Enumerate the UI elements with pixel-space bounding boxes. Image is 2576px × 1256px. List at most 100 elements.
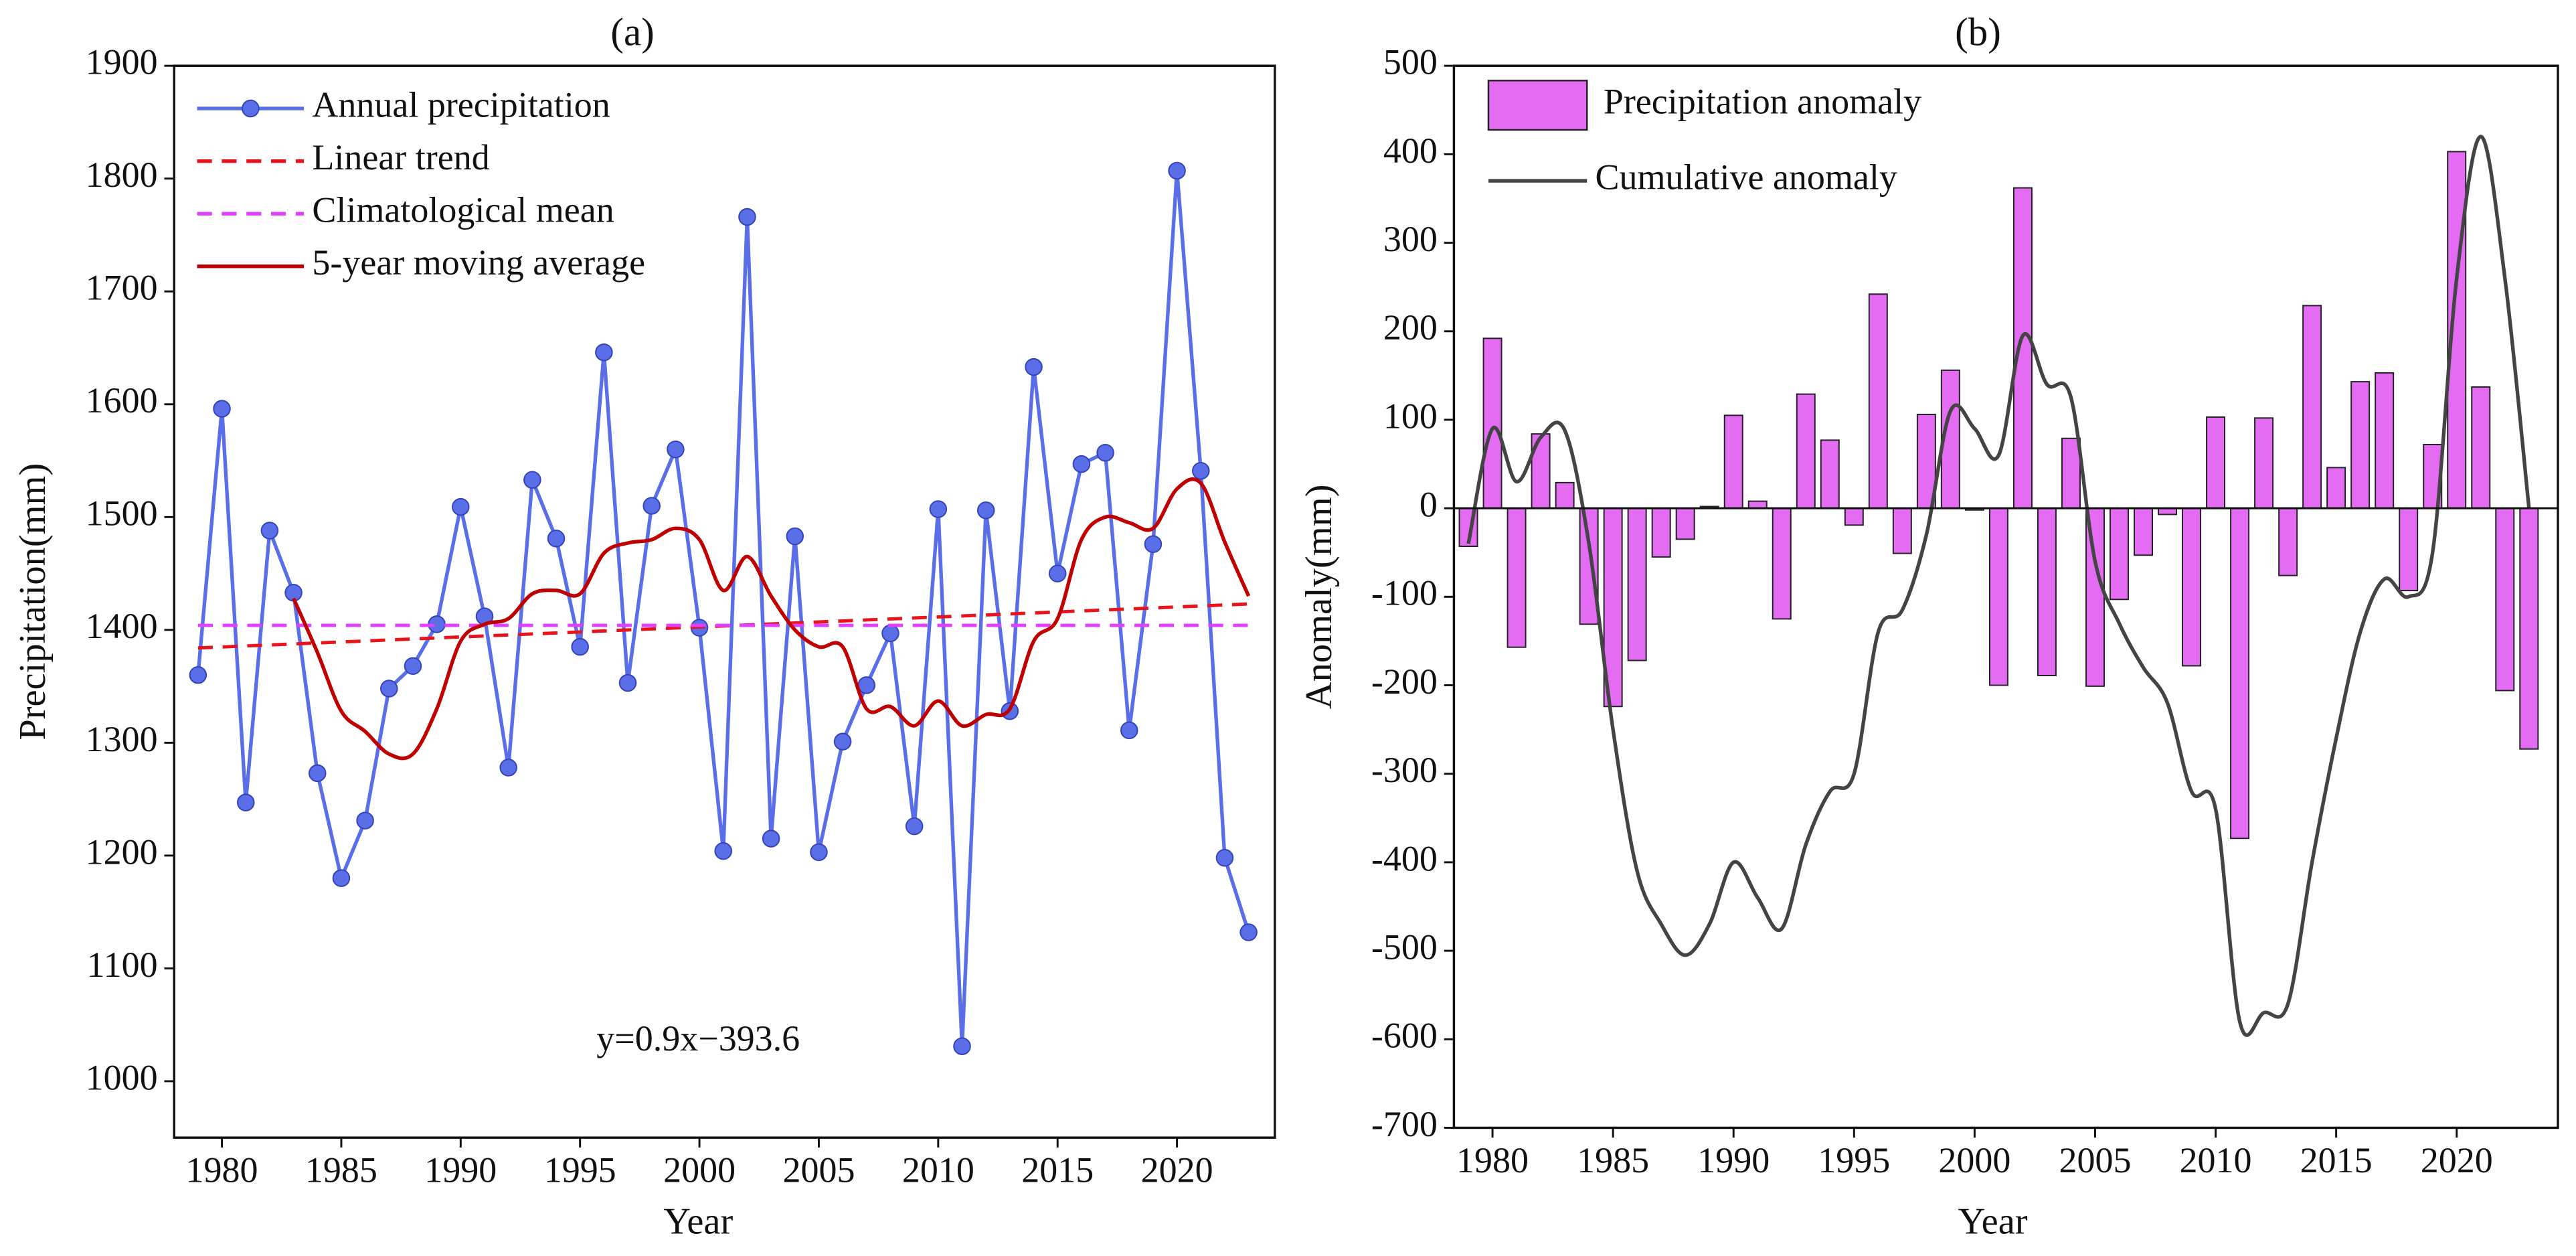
- bar: [1675, 507, 1695, 540]
- y-tick-label: 1400: [86, 606, 158, 646]
- x-tick-label: 2010: [2180, 1140, 2252, 1180]
- legend-label: Linear trend: [312, 137, 489, 177]
- legend-marker: [242, 99, 260, 118]
- bar: [2326, 467, 2346, 509]
- bar: [1579, 507, 1599, 625]
- marker: [714, 842, 733, 860]
- bar: [1723, 414, 1743, 509]
- x-tick-label: 2015: [1021, 1150, 1094, 1190]
- marker: [1192, 461, 1210, 480]
- bar: [1482, 337, 1502, 509]
- bar: [1796, 393, 1816, 509]
- x-tick-label: 1990: [424, 1150, 497, 1190]
- marker: [1168, 161, 1186, 180]
- marker: [1072, 455, 1091, 473]
- y-tick-label: -300: [1371, 750, 1438, 790]
- y-tick-label: -100: [1371, 573, 1438, 613]
- x-axis-label: Year: [1958, 1200, 2028, 1242]
- marker: [452, 497, 470, 516]
- bar: [2350, 381, 2371, 509]
- bar: [2278, 507, 2298, 576]
- marker: [571, 637, 589, 656]
- bar: [1772, 507, 1792, 620]
- marker: [810, 843, 828, 862]
- marker: [1239, 923, 1258, 941]
- bar: [2012, 187, 2033, 509]
- x-tick-label: 1995: [544, 1150, 616, 1190]
- y-tick-label: 1000: [86, 1057, 158, 1097]
- bar: [1627, 507, 1647, 661]
- panel-title: (b): [1955, 10, 2001, 54]
- line: [292, 477, 1251, 761]
- bar: [2206, 416, 2226, 509]
- x-tick-label: 1985: [1577, 1140, 1649, 1180]
- annotation: y=0.9x−393.6: [596, 1018, 800, 1058]
- marker: [1096, 443, 1114, 462]
- bar: [1555, 481, 1575, 509]
- marker: [260, 522, 279, 540]
- x-tick-label: 2005: [2059, 1140, 2131, 1180]
- y-tick-label: -600: [1371, 1016, 1438, 1056]
- y-tick-label: 1100: [87, 945, 158, 985]
- x-tick-label: 1995: [1818, 1140, 1890, 1180]
- marker: [667, 440, 685, 459]
- marker: [762, 830, 780, 848]
- marker: [738, 208, 756, 226]
- x-tick-label: 1980: [1456, 1140, 1529, 1180]
- bar: [2182, 507, 2202, 667]
- bar: [2495, 507, 2515, 692]
- line: [1466, 135, 2531, 1037]
- legend-label: Cumulative anomaly: [1596, 157, 1897, 197]
- bar: [2110, 507, 2129, 601]
- y-tick-label: 300: [1383, 219, 1438, 259]
- marker: [236, 793, 255, 811]
- marker: [976, 501, 995, 520]
- marker: [356, 811, 374, 830]
- x-tick-label: 2020: [1141, 1150, 1213, 1190]
- x-axis-label: Year: [663, 1200, 733, 1242]
- marker: [786, 527, 804, 546]
- y-tick-label: -700: [1371, 1104, 1438, 1144]
- bar: [2085, 507, 2105, 687]
- y-tick-label: 1500: [86, 493, 158, 534]
- y-tick-label: -500: [1371, 927, 1438, 967]
- y-tick-label: 100: [1383, 396, 1438, 436]
- bar: [2519, 507, 2539, 750]
- legend-swatch: [1487, 80, 1588, 131]
- bar: [1892, 507, 1912, 554]
- bar: [1868, 293, 1888, 509]
- y-tick-label: 500: [1383, 42, 1438, 82]
- x-tick-label: 2000: [1938, 1140, 2010, 1180]
- bar: [1531, 433, 1551, 509]
- marker: [1120, 721, 1138, 740]
- panel-title: (a): [610, 10, 654, 54]
- marker: [332, 869, 351, 887]
- bar: [2037, 507, 2057, 676]
- legend-label: Precipitation anomaly: [1604, 82, 1921, 122]
- plot-frame: [173, 64, 1276, 1139]
- y-tick-label: 1800: [86, 155, 158, 195]
- y-tick-label: -200: [1371, 661, 1438, 702]
- bar: [1651, 507, 1671, 558]
- bar: [2471, 386, 2491, 509]
- marker: [953, 1037, 971, 1055]
- marker: [309, 764, 327, 783]
- bar: [2375, 372, 2395, 509]
- y-tick-label: 400: [1383, 131, 1438, 171]
- bar: [1507, 507, 1527, 648]
- y-tick-label: 200: [1383, 307, 1438, 347]
- y-axis-label: Precipitation(mm): [12, 463, 54, 740]
- x-tick-label: 2010: [902, 1150, 974, 1190]
- x-tick-label: 2020: [2421, 1140, 2493, 1180]
- marker: [833, 732, 852, 751]
- x-tick-label: 2000: [663, 1150, 736, 1190]
- marker: [404, 657, 422, 676]
- legend-label: Climatological mean: [312, 190, 614, 230]
- bar: [1820, 439, 1840, 509]
- bar: [2254, 417, 2274, 509]
- marker: [929, 500, 948, 518]
- marker: [499, 759, 517, 777]
- marker: [380, 680, 398, 698]
- x-tick-label: 1980: [186, 1150, 258, 1190]
